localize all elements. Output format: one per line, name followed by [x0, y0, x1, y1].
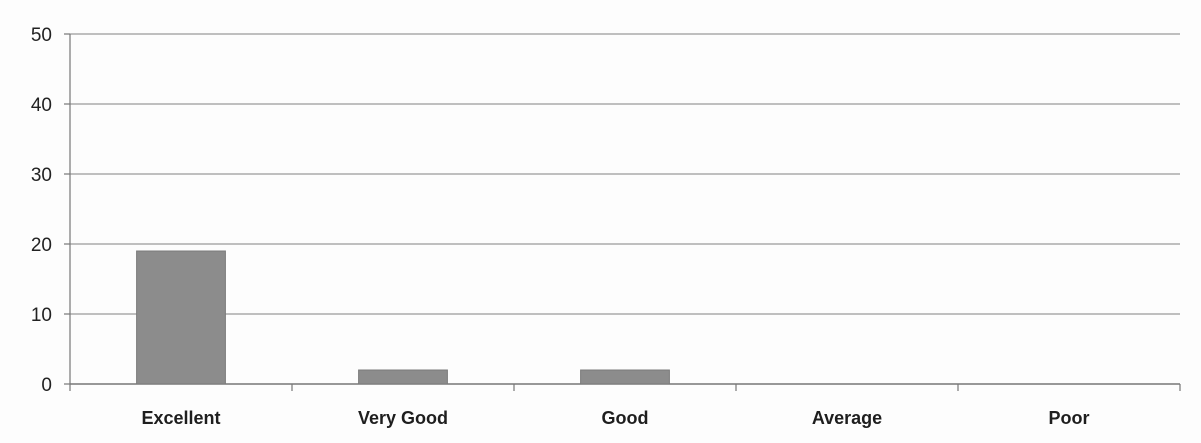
bar-very-good — [358, 369, 448, 385]
x-category-label-poor: Poor — [1048, 408, 1089, 428]
x-category-label-average: Average — [812, 408, 882, 428]
y-tick-label-10: 10 — [31, 305, 52, 326]
x-category-labels: Excellent Very Good Good Average Poor — [141, 408, 1089, 428]
x-category-label-very-good: Very Good — [358, 408, 448, 428]
x-category-label-excellent: Excellent — [141, 408, 220, 428]
bars — [136, 250, 670, 385]
gridlines — [70, 33, 1180, 315]
y-tick-labels: 0 10 20 30 40 50 — [31, 25, 52, 396]
axes — [64, 33, 1181, 391]
y-tick-label-40: 40 — [31, 95, 52, 116]
y-tick-label-20: 20 — [31, 235, 52, 256]
bar-good — [580, 369, 670, 385]
y-tick-label-30: 30 — [31, 165, 52, 186]
y-tick-label-50: 50 — [31, 25, 52, 46]
x-category-label-good: Good — [602, 408, 649, 428]
bar-excellent — [136, 250, 226, 385]
y-tick-label-0: 0 — [41, 375, 52, 396]
